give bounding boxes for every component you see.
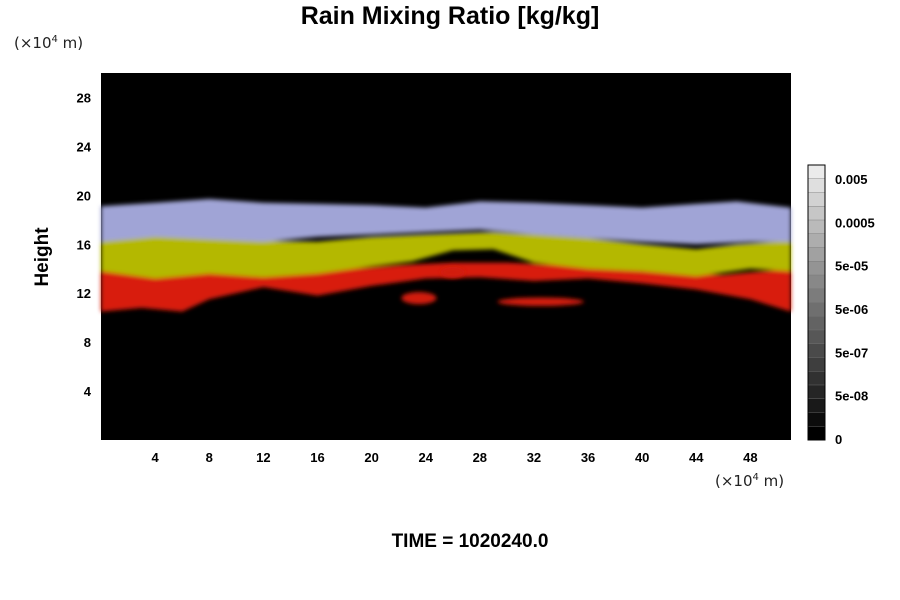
time-label: TIME = 1020240.0 — [391, 531, 549, 552]
x-tick-label: 36 — [581, 450, 595, 465]
colorbar-step — [807, 192, 826, 207]
rain-band-blue — [101, 199, 791, 245]
heatmap-blobs — [401, 266, 584, 307]
y-tick-label: 12 — [77, 286, 91, 301]
colorbar-label: 0.005 — [835, 172, 868, 187]
x-tick-label: 28 — [473, 450, 487, 465]
y-tick-label: 28 — [77, 90, 91, 105]
colorbar-step — [807, 261, 826, 276]
colorbar-step — [807, 316, 826, 331]
colorbar-step — [807, 247, 826, 262]
rain-blob-red — [497, 297, 584, 307]
colorbar-step — [807, 343, 826, 359]
rain-band-yellow — [101, 232, 791, 279]
colorbar-label: 5e-06 — [835, 302, 868, 317]
colorbar-step — [807, 329, 826, 345]
x-tick-label: 24 — [418, 450, 433, 465]
colorbar-step — [807, 357, 826, 372]
x-tick-label: 12 — [256, 450, 270, 465]
rain-blob-red — [401, 291, 437, 305]
x-tick-label: 40 — [635, 450, 649, 465]
x-tick-label: 4 — [152, 450, 160, 465]
colorbar-step — [807, 302, 826, 317]
x-tick-label: 44 — [689, 450, 704, 465]
chart-title: Rain Mixing Ratio [kg/kg] — [300, 2, 600, 30]
colorbar-label: 0.0005 — [835, 215, 875, 230]
colorbar-step — [807, 412, 826, 427]
colorbar-step — [807, 219, 826, 235]
x-tick-label: 8 — [206, 450, 213, 465]
x-axis-unit: (×104 m) — [715, 472, 785, 490]
colorbar-step — [807, 384, 826, 400]
heatmap-bands — [101, 199, 791, 312]
x-tick-label: 48 — [743, 450, 757, 465]
x-tick-label: 32 — [527, 450, 541, 465]
x-tick-label: 16 — [310, 450, 324, 465]
x-tick-label: 20 — [364, 450, 378, 465]
colorbar-frame — [807, 164, 826, 441]
rain-blob-red — [440, 266, 465, 278]
colorbar-label: 5e-05 — [835, 259, 868, 274]
colorbar-step — [807, 371, 826, 386]
colorbar-step — [807, 178, 826, 194]
colorbar-step — [807, 164, 826, 180]
colorbar-step — [807, 206, 826, 221]
y-tick-label: 8 — [84, 335, 91, 350]
colorbar-labels: 0.005 0.0005 5e-05 5e-06 5e-07 5e-08 0 — [835, 172, 875, 447]
y-tick-label: 4 — [84, 384, 92, 399]
x-tick-labels: 4 8 12 16 20 24 28 32 36 40 44 48 — [152, 450, 758, 465]
y-tick-label: 16 — [77, 237, 91, 252]
colorbar-label: 5e-08 — [835, 389, 868, 404]
colorbar-step — [807, 233, 826, 249]
colorbar-label: 0 — [835, 432, 842, 447]
colorbar-step — [807, 426, 826, 441]
colorbar-step — [807, 398, 826, 414]
colorbar-step — [807, 288, 826, 304]
y-axis-unit: (×104 m) — [14, 34, 84, 52]
colorbar-label: 5e-07 — [835, 345, 868, 360]
y-tick-label: 24 — [77, 139, 92, 154]
y-tick-label: 20 — [77, 188, 91, 203]
colorbar-step — [807, 274, 826, 290]
colorbar — [807, 164, 826, 441]
y-tick-labels: 4 8 12 16 20 24 28 — [77, 90, 92, 399]
